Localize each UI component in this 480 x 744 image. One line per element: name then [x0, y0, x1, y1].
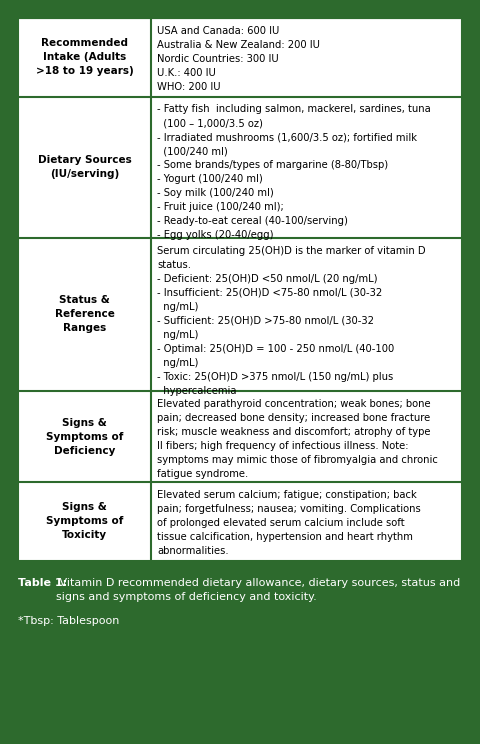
Text: Status &
Reference
Ranges: Status & Reference Ranges	[55, 295, 114, 333]
Bar	[18, 18, 462, 560]
Text: USA and Canada: 600 IU
Australia & New Zealand: 200 IU
Nordic Countries: 300 IU
: USA and Canada: 600 IU Australia & New Z…	[157, 26, 320, 92]
Text: - Fatty fish  including salmon, mackerel, sardines, tuna
  (100 – 1,000/3.5 oz)
: - Fatty fish including salmon, mackerel,…	[157, 104, 431, 240]
Text: Vitamin D recommended dietary allowance, dietary sources, status and
signs and s: Vitamin D recommended dietary allowance,…	[56, 579, 460, 603]
Text: Recommended
Intake (Adults
>18 to 19 years): Recommended Intake (Adults >18 to 19 yea…	[36, 38, 133, 76]
Text: Signs &
Symptoms of
Deficiency: Signs & Symptoms of Deficiency	[46, 417, 123, 455]
Text: Elevated parathyroid concentration; weak bones; bone
pain; decreased bone densit: Elevated parathyroid concentration; weak…	[157, 399, 438, 479]
Text: Dietary Sources
(IU/serving): Dietary Sources (IU/serving)	[37, 155, 132, 179]
Text: *Tbsp: Tablespoon: *Tbsp: Tablespoon	[18, 617, 120, 626]
Text: Table 1:: Table 1:	[18, 579, 67, 589]
Text: Serum circulating 25(OH)D is the marker of vitamin D
status.
- Deficient: 25(OH): Serum circulating 25(OH)D is the marker …	[157, 246, 426, 396]
Text: Elevated serum calcium; fatigue; constipation; back
pain; forgetfulness; nausea;: Elevated serum calcium; fatigue; constip…	[157, 490, 421, 556]
Text: Signs &
Symptoms of
Toxicity: Signs & Symptoms of Toxicity	[46, 502, 123, 540]
